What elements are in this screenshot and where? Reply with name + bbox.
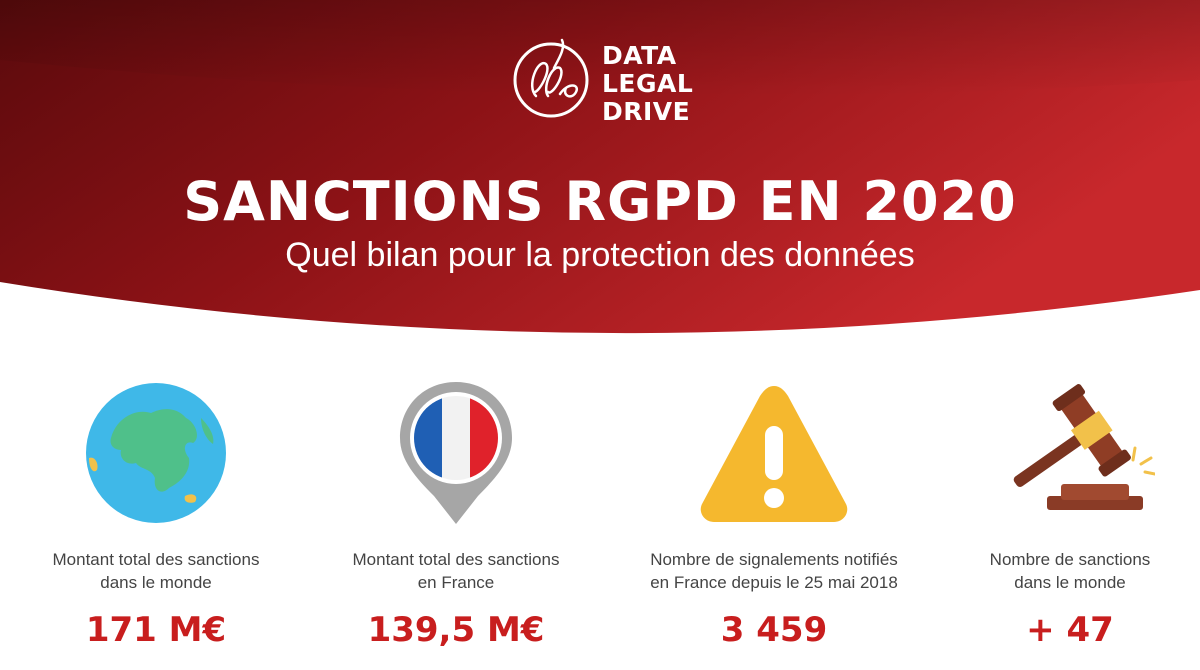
stat-label: Montant total des sanctions en France xyxy=(352,550,560,592)
brand-wordmark: DATA LEGAL DRIVE xyxy=(602,42,693,126)
page-subtitle: Quel bilan pour la protection des donnée… xyxy=(285,236,915,274)
stat-world-count: Nombre de sanctions dans le monde + 47 xyxy=(920,370,1200,670)
stats-row: Montant total des sanctions dans le mond… xyxy=(0,370,1200,670)
brand-line-1: DATA xyxy=(602,41,677,70)
page-title: SANCTIONS RGPD EN 2020 xyxy=(183,170,1017,233)
brand-line-2: LEGAL xyxy=(602,69,694,98)
logo-mark-icon xyxy=(513,38,589,118)
stat-notifications: Nombre de signalements notifiés en Franc… xyxy=(624,370,924,670)
stat-value: 171 M€ xyxy=(85,610,227,650)
brand-line-3: DRIVE xyxy=(602,97,691,126)
france-pin-icon xyxy=(306,370,606,530)
stat-value: 139,5 M€ xyxy=(367,610,545,650)
stat-label: Nombre de sanctions dans le monde xyxy=(989,550,1151,592)
warning-icon xyxy=(624,370,924,530)
gavel-icon xyxy=(920,370,1200,530)
hero-banner: DATA LEGAL DRIVE SANCTIONS RGPD EN 2020 … xyxy=(0,0,1200,334)
banner-background xyxy=(0,0,1200,334)
globe-icon xyxy=(6,370,306,530)
stat-world-total: Montant total des sanctions dans le mond… xyxy=(6,370,306,670)
stat-label: Montant total des sanctions dans le mond… xyxy=(52,550,260,592)
stat-value: 3 459 xyxy=(720,610,828,650)
stat-label: Nombre de signalements notifiés en Franc… xyxy=(650,550,898,592)
stat-france-total: Montant total des sanctions en France 13… xyxy=(306,370,606,670)
stat-value: + 47 xyxy=(1026,610,1114,650)
brand-logo: DATA LEGAL DRIVE xyxy=(508,34,708,130)
